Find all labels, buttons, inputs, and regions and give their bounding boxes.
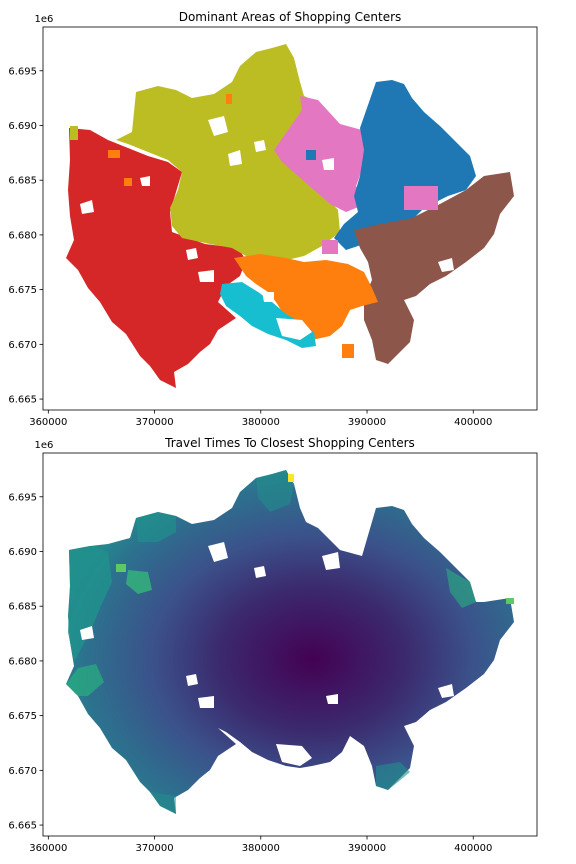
travel-time-surface xyxy=(66,470,514,814)
dominant-area-blue-patch xyxy=(306,150,316,160)
dominant-area-olive-patch xyxy=(70,126,78,140)
y-tick-label: 6.690 xyxy=(8,547,37,558)
y-tick-label: 6.680 xyxy=(8,230,37,241)
x-tick-label: 400000 xyxy=(454,843,492,854)
no-data-hole xyxy=(80,626,94,640)
x-tick-label: 360000 xyxy=(29,843,67,854)
x-tick-label: 390000 xyxy=(348,843,386,854)
travel-time-long-zone xyxy=(126,570,152,594)
y-tick-label: 6.675 xyxy=(8,711,37,722)
travel-time-long-zone xyxy=(136,512,176,542)
dominant-area-pink-patch xyxy=(322,240,338,254)
dominant-area-orange-patch xyxy=(226,94,232,104)
dominant-area-orange-patch xyxy=(124,178,132,186)
x-tick-label: 390000 xyxy=(348,417,386,428)
dominant-area-red xyxy=(66,128,246,388)
no-data-hole xyxy=(186,674,198,686)
y-tick-label: 6.670 xyxy=(8,340,37,351)
no-data-hole xyxy=(208,542,228,562)
dominant-area-orange xyxy=(234,254,378,340)
x-tick-label: 380000 xyxy=(242,417,280,428)
y-offset-label: 1e6 xyxy=(35,14,54,25)
x-axis-ticks: 360000 370000 380000 390000 400000 xyxy=(29,836,492,854)
no-data-hole xyxy=(262,292,274,302)
dominant-area-blue xyxy=(334,80,476,250)
no-data-hole xyxy=(140,176,150,186)
no-data-hole xyxy=(228,150,242,166)
no-data-hole xyxy=(198,270,214,282)
x-tick-label: 360000 xyxy=(29,417,67,428)
y-tick-label: 6.690 xyxy=(8,121,37,132)
map-title: Dominant Areas of Shopping Centers xyxy=(179,10,402,24)
y-axis-ticks: 6.665 6.670 6.675 6.680 6.685 6.690 6.69… xyxy=(8,66,43,406)
no-data-hole xyxy=(322,552,340,570)
y-tick-label: 6.670 xyxy=(8,766,37,777)
y-tick-label: 6.695 xyxy=(8,66,37,77)
travel-time-longest-patch xyxy=(288,474,294,482)
x-tick-label: 400000 xyxy=(454,417,492,428)
dominant-area-pink-patch xyxy=(404,186,438,210)
y-tick-label: 6.665 xyxy=(8,821,37,832)
travel-time-long-zone xyxy=(446,568,476,608)
no-data-hole xyxy=(326,694,338,704)
x-tick-label: 370000 xyxy=(135,843,173,854)
no-data-hole xyxy=(276,318,312,340)
dominant-area-olive-patch xyxy=(300,230,314,240)
dominant-areas-figure: Dominant Areas of Shopping Centers 1e6 xyxy=(8,10,538,428)
y-tick-label: 6.685 xyxy=(8,176,37,187)
dominant-area-pink xyxy=(274,96,370,212)
no-data-hole xyxy=(80,200,94,214)
x-axis-ticks: 360000 370000 380000 390000 400000 xyxy=(29,410,492,428)
travel-time-long-zone xyxy=(256,470,294,512)
no-data-hole xyxy=(438,258,454,272)
travel-times-map xyxy=(66,470,514,814)
no-data-hole xyxy=(198,696,214,708)
dominant-areas-panel: Dominant Areas of Shopping Centers 1e6 xyxy=(8,10,538,428)
x-tick-label: 380000 xyxy=(242,843,280,854)
dominant-area-orange-patch xyxy=(342,344,354,358)
axes-frame xyxy=(42,452,538,837)
travel-time-long-zone xyxy=(376,762,410,790)
travel-times-panel: Travel Times To Closest Shopping Centers… xyxy=(0,432,576,864)
y-tick-label: 6.685 xyxy=(8,602,37,613)
axes-frame xyxy=(42,26,538,411)
no-data-hole xyxy=(438,684,454,698)
no-data-hole xyxy=(276,744,312,766)
no-data-hole xyxy=(254,140,266,152)
dominant-area-orange-patch xyxy=(108,150,120,158)
y-tick-label: 6.665 xyxy=(8,395,37,406)
y-axis-ticks: 6.665 6.670 6.675 6.680 6.685 6.690 6.69… xyxy=(8,492,43,832)
no-data-hole xyxy=(322,158,334,170)
no-data-hole xyxy=(186,248,198,260)
travel-time-long-zone xyxy=(68,546,112,662)
map-title: Travel Times To Closest Shopping Centers xyxy=(164,436,415,450)
y-tick-label: 6.675 xyxy=(8,285,37,296)
travel-time-long-patch xyxy=(116,564,126,572)
travel-times-figure: Travel Times To Closest Shopping Centers… xyxy=(8,436,538,854)
travel-time-long-zone xyxy=(150,792,176,814)
y-tick-label: 6.695 xyxy=(8,492,37,503)
no-data-hole xyxy=(208,116,228,136)
y-offset-label: 1e6 xyxy=(35,440,54,451)
travel-time-long-zone xyxy=(66,664,104,696)
x-tick-label: 370000 xyxy=(135,417,173,428)
dominant-areas-map xyxy=(66,44,514,388)
no-data-hole xyxy=(254,566,266,578)
y-tick-label: 6.680 xyxy=(8,656,37,667)
travel-time-longest-patch xyxy=(506,598,514,604)
dominant-area-brown xyxy=(354,172,514,364)
